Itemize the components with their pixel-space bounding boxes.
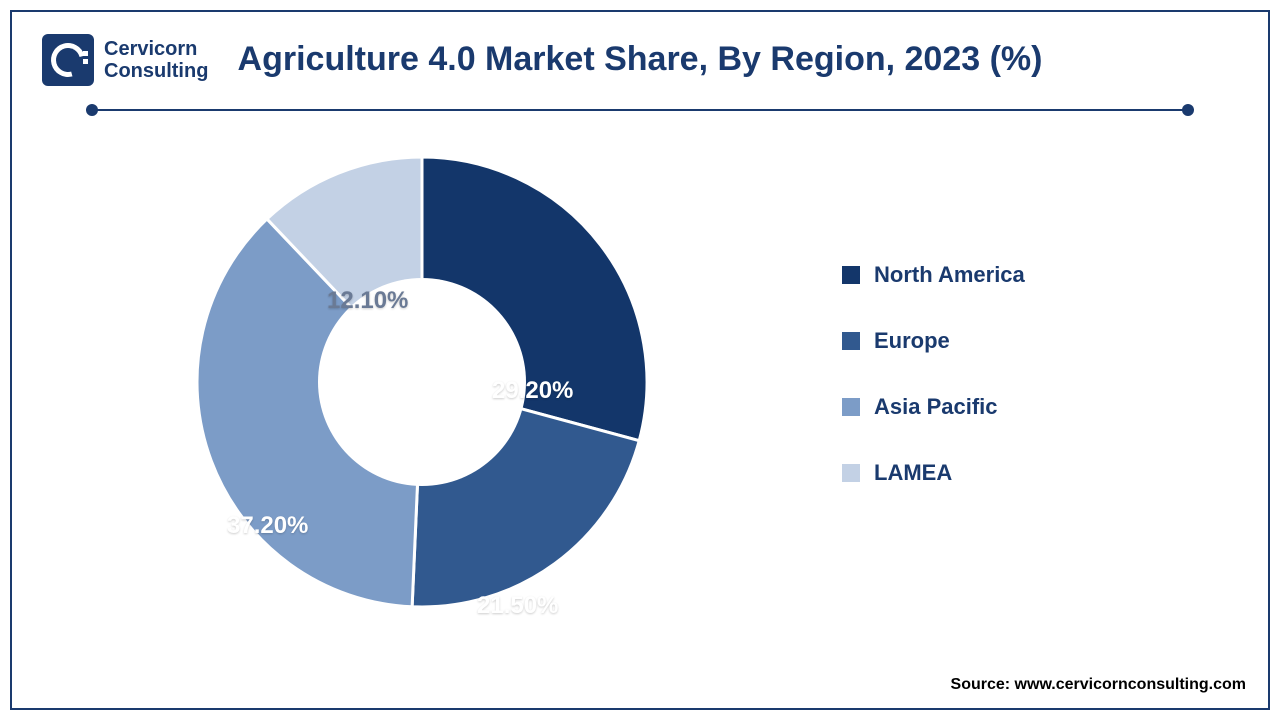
legend-label: North America <box>874 262 1025 288</box>
slice-label: 37.20% <box>227 512 308 540</box>
chart-frame: Cervicorn Consulting Agriculture 4.0 Mar… <box>10 10 1270 710</box>
legend: North America Europe Asia Pacific LAMEA <box>842 262 1025 526</box>
legend-swatch <box>842 464 860 482</box>
title-divider <box>92 104 1188 116</box>
slice-label: 12.10% <box>327 287 408 315</box>
legend-swatch <box>842 266 860 284</box>
legend-label: Asia Pacific <box>874 394 998 420</box>
legend-swatch <box>842 332 860 350</box>
chart-title: Agriculture 4.0 Market Share, By Region,… <box>12 40 1268 79</box>
legend-label: Europe <box>874 328 950 354</box>
legend-item: Asia Pacific <box>842 394 1025 420</box>
legend-swatch <box>842 398 860 416</box>
slice-label: 21.50% <box>477 592 558 620</box>
legend-item: Europe <box>842 328 1025 354</box>
donut-svg <box>192 152 652 612</box>
legend-label: LAMEA <box>874 460 952 486</box>
legend-item: North America <box>842 262 1025 288</box>
legend-item: LAMEA <box>842 460 1025 486</box>
donut-chart: 29.20%21.50%37.20%12.10% <box>192 152 652 612</box>
source-text: Source: www.cervicornconsulting.com <box>951 676 1246 694</box>
slice-label: 29.20% <box>492 377 573 405</box>
